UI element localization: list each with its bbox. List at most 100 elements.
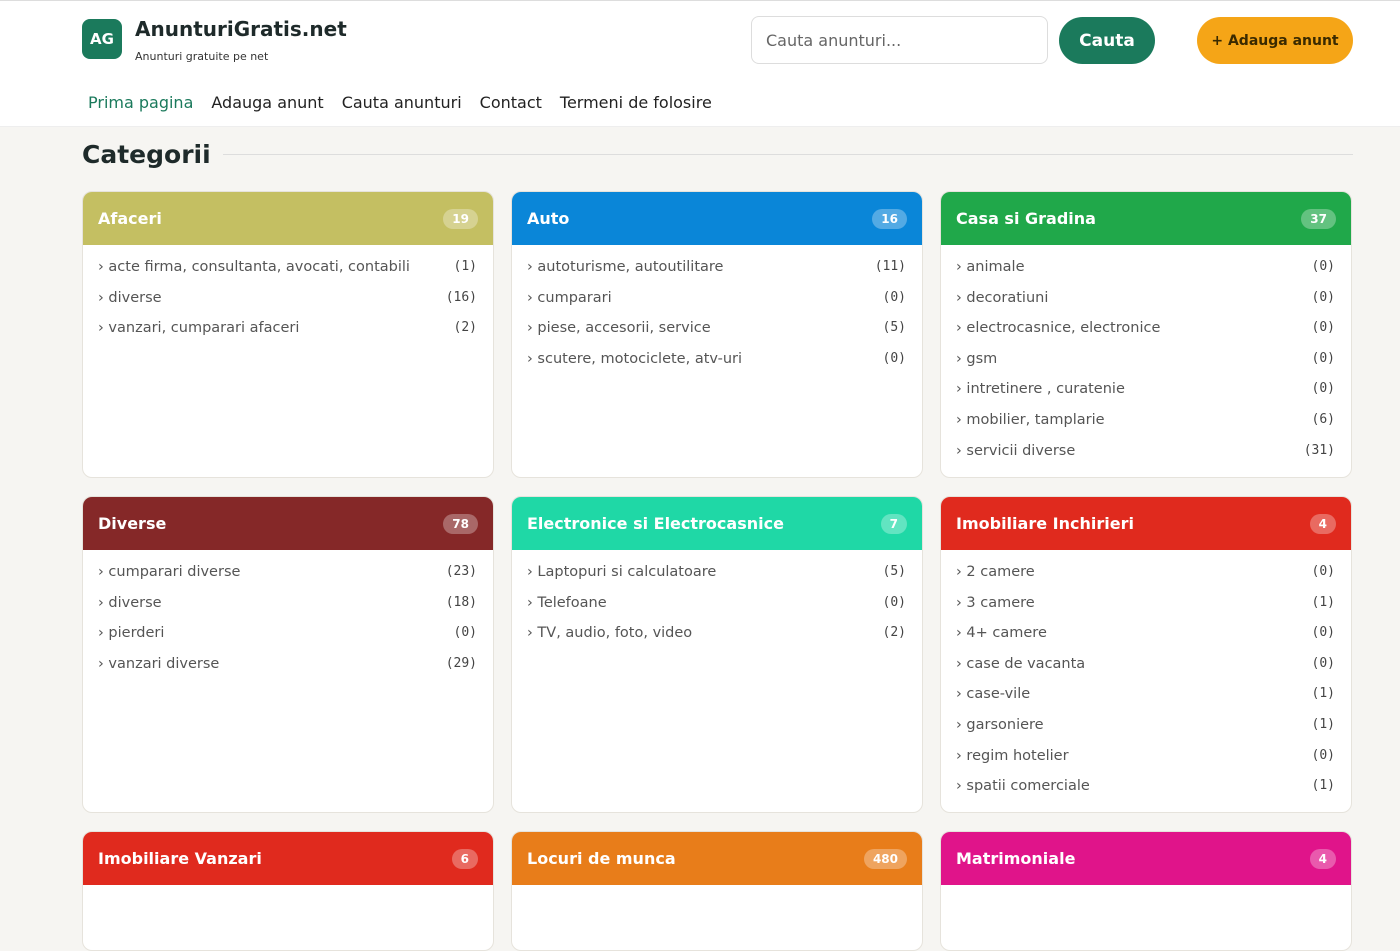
subcategory-count: (29): [445, 655, 477, 671]
body: AG AnunturiGratis.net Anunturi gratuite …: [0, 0, 1400, 903]
subcategory-link[interactable]: decoratiuni: [956, 290, 1048, 321]
category-header[interactable]: Casa si Gradina 37: [941, 192, 1351, 245]
subcategory: case-vile (1): [956, 686, 1335, 717]
subcategory-count: (5): [882, 320, 906, 336]
nav-link[interactable]: Contact: [479, 93, 542, 112]
category-name[interactable]: Diverse: [98, 514, 167, 533]
subcategory: garsoniere (1): [956, 717, 1335, 748]
subcategory: TV, audio, foto, video (2): [527, 625, 906, 656]
subcategory-count: (0): [1311, 625, 1335, 641]
subcategory-count: (23): [445, 564, 477, 579]
category-count: 4: [1309, 513, 1336, 534]
category-card: Matrimoniale 4: [940, 831, 1352, 951]
category-header[interactable]: Locuri de munca 480: [512, 832, 922, 885]
subcategory-link[interactable]: intretinere , curatenie: [956, 381, 1124, 412]
subcategory-link[interactable]: piese, accesorii, service: [527, 320, 710, 351]
subcategory: spatii comerciale (1): [956, 778, 1335, 809]
subcategory-link[interactable]: garsoniere: [956, 717, 1043, 748]
subcategory-link[interactable]: acte firma, consultanta, avocati, contab…: [98, 259, 410, 290]
subcategory: Laptopuri si calculatoare (5): [527, 564, 906, 595]
category-header[interactable]: Matrimoniale 4: [941, 832, 1351, 885]
nav-link[interactable]: Termeni de folosire: [559, 93, 712, 112]
subcategory-link[interactable]: case de vacanta: [956, 656, 1085, 687]
subcategory-link[interactable]: diverse: [98, 290, 161, 321]
subcategory-link[interactable]: vanzari diverse: [98, 656, 219, 687]
nav-link[interactable]: Prima pagina: [88, 93, 194, 112]
logo[interactable]: AG: [82, 19, 122, 59]
category-name[interactable]: Matrimoniale: [956, 849, 1076, 868]
category-name[interactable]: Auto: [527, 209, 570, 228]
subcategory-link[interactable]: 4+ camere: [956, 625, 1046, 656]
category-card: Imobiliare Inchirieri42 camere(0)3 camer…: [940, 496, 1352, 813]
category-card: Imobiliare Vanzari 6: [82, 831, 494, 951]
subcategory-link[interactable]: animale: [956, 259, 1024, 290]
subcategory: diverse (18): [98, 595, 477, 626]
subcategory: 2 camere (0): [956, 564, 1335, 595]
category-count: 6: [451, 848, 478, 869]
category-name[interactable]: Casa si Gradina: [956, 209, 1096, 228]
page: AnunturiGratis.net {"header": {"logo": "…: [0, 0, 1400, 903]
subcategory: cumparari (0): [527, 290, 906, 321]
subcategory-list: acte firma, consultanta, avocati, contab…: [83, 245, 493, 351]
subcategory-link[interactable]: cumparari diverse: [98, 564, 240, 595]
category-name[interactable]: Electronice si Electrocasnice: [527, 514, 784, 533]
subcategory-count: (0): [1311, 747, 1335, 763]
category-name[interactable]: Locuri de munca: [527, 849, 676, 868]
category-header[interactable]: Imobiliare Inchirieri 4: [941, 497, 1351, 550]
nav-link[interactable]: Adauga anunt: [211, 93, 324, 112]
category-header[interactable]: Auto 16: [512, 192, 922, 245]
subcategory-count: (2): [882, 625, 906, 641]
subcategory-link[interactable]: Laptopuri si calculatoare: [527, 564, 716, 595]
category-header[interactable]: Diverse 78: [83, 497, 493, 550]
subcategory-link[interactable]: vanzari, cumparari afaceri: [98, 320, 299, 351]
category-card: Locuri de munca 480: [511, 831, 923, 951]
subcategory-count: (31): [1303, 442, 1335, 458]
subcategory-list: [941, 885, 1351, 899]
subcategory-link[interactable]: scutere, motociclete, atv-uri: [527, 351, 742, 382]
category-count: 78: [443, 513, 478, 534]
subcategory: intretinere , curatenie (0): [956, 381, 1335, 412]
subcategory-count: (6): [1311, 411, 1335, 427]
category-name[interactable]: Afaceri: [98, 209, 162, 228]
subcategory-link[interactable]: gsm: [956, 351, 997, 382]
category-name[interactable]: Imobiliare Vanzari: [98, 849, 262, 868]
subcategory-link[interactable]: 2 camere: [956, 564, 1034, 595]
subcategory-link[interactable]: TV, audio, foto, video: [527, 625, 692, 656]
category-card: Auto 16 autoturisme, autoutilitare (11) cump…: [511, 191, 923, 478]
subcategory-link[interactable]: diverse: [98, 595, 161, 626]
add-button[interactable]: + Adauga anunt: [1197, 17, 1353, 64]
subcategory-link[interactable]: cumparari: [527, 290, 611, 321]
subcategory-link[interactable]: electrocasnice, electronice: [956, 320, 1160, 351]
category-header[interactable]: Electronice si Electrocasnice 7: [512, 497, 922, 550]
subcategory-link[interactable]: spatii comerciale: [956, 778, 1089, 809]
search-button[interactable]: Cauta: [1059, 17, 1155, 64]
nav: Prima pagina Adauga anunt Cauta anunturi Co…: [88, 93, 712, 112]
subcategory-count: (16): [445, 289, 477, 305]
subcategory-list: Laptopuri si calculatoare (5) Telefoane (0)…: [512, 550, 922, 656]
search-input[interactable]: Cauta anunturi...: [751, 16, 1048, 64]
subcategory-link[interactable]: mobilier, tamplarie: [956, 412, 1104, 443]
subcategory-count: (11): [874, 259, 906, 274]
category-header[interactable]: Afaceri 19: [83, 192, 493, 245]
subcategory-list: [83, 885, 493, 899]
subcategory-link[interactable]: regim hotelier: [956, 748, 1068, 779]
section-head: Categorii: [82, 140, 1353, 169]
subcategory-link[interactable]: Telefoane: [527, 595, 606, 626]
subcategory-list: autoturisme, autoutilitare (11) cumparari (…: [512, 245, 922, 381]
subcategory-link[interactable]: case-vile: [956, 686, 1030, 717]
category-header[interactable]: Imobiliare Vanzari 6: [83, 832, 493, 885]
subcategory-count: (0): [1311, 350, 1335, 366]
subcategory-link[interactable]: pierderi: [98, 625, 164, 656]
subcategory-link[interactable]: autoturisme, autoutilitare: [527, 259, 723, 290]
subcategory-count: (2): [453, 320, 477, 336]
category-card: Afaceri 19 acte firma, consultanta, avocat…: [82, 191, 494, 478]
subcategory: mobilier, tamplarie (6): [956, 412, 1335, 443]
subcategory: electrocasnice, electronice (0): [956, 320, 1335, 351]
category-name[interactable]: Imobiliare Inchirieri: [956, 514, 1134, 533]
site-title[interactable]: AnunturiGratis.net: [135, 17, 347, 41]
nav-link[interactable]: Cauta anunturi: [341, 93, 462, 112]
subcategory-list: animale(0)decoratiuni(0)electrocasnice, …: [941, 245, 1351, 473]
category-card: Casa si Gradina 37 animale (0) decoratiuni (0…: [940, 191, 1352, 478]
subcategory-link[interactable]: servicii diverse: [956, 443, 1075, 474]
subcategory-link[interactable]: 3 camere: [956, 595, 1034, 626]
